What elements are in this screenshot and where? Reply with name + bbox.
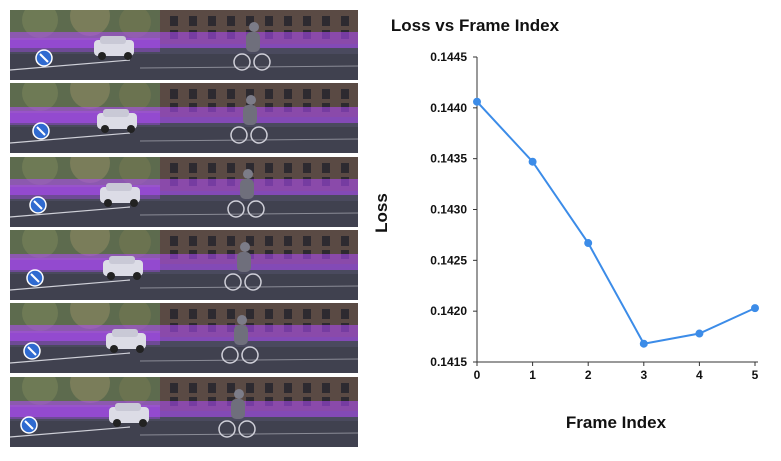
video-frames-strip (10, 10, 358, 447)
x-tick-label: 4 (696, 368, 703, 382)
video-frame (10, 376, 358, 447)
y-tick-label: 0.1420 (430, 304, 467, 318)
street-scene (10, 376, 358, 447)
loss-chart: Loss vs Frame Index 0.14150.14200.14250.… (372, 16, 759, 432)
video-frame (10, 303, 358, 374)
street-scene (10, 156, 358, 227)
x-tick-label: 2 (585, 368, 592, 382)
video-frame (10, 229, 358, 300)
y-axis-label: Loss (372, 193, 391, 233)
series-line (476, 101, 756, 345)
x-tick-label: 1 (529, 368, 536, 382)
data-point (473, 97, 481, 106)
y-tick-label: 0.1430 (430, 203, 467, 217)
pedestrian-arrow-sign-icon (35, 49, 53, 67)
y-tick-label: 0.1425 (430, 253, 467, 267)
street-scene (10, 229, 358, 300)
y-tick-label: 0.1440 (430, 101, 467, 115)
x-tick-label: 0 (474, 368, 481, 382)
x-tick-label: 5 (752, 368, 759, 382)
y-tick-label: 0.1435 (430, 152, 467, 166)
video-frame (10, 83, 358, 154)
data-point (528, 157, 537, 166)
street-scene (10, 303, 358, 374)
y-tick-label: 0.1415 (430, 355, 467, 369)
data-point (695, 329, 704, 338)
video-frame (10, 10, 358, 80)
video-frame (10, 156, 358, 227)
x-axis-label: Frame Index (566, 413, 667, 432)
pedestrian-arrow-sign-icon (32, 122, 50, 141)
pedestrian-arrow-sign-icon (20, 415, 38, 434)
data-point (639, 339, 648, 348)
loss-series (473, 97, 759, 348)
pedestrian-arrow-sign-icon (23, 342, 41, 360)
pedestrian-arrow-sign-icon (29, 195, 47, 214)
y-tick-label: 0.1445 (430, 50, 467, 64)
x-tick-labels: 0 1 2 3 4 5 (474, 362, 759, 382)
chart-title: Loss vs Frame Index (391, 16, 560, 35)
pedestrian-arrow-sign-icon (26, 269, 44, 287)
street-scene (10, 83, 358, 154)
x-tick-label: 3 (640, 368, 647, 382)
street-scene (10, 10, 358, 80)
data-point (751, 304, 759, 313)
data-point (584, 239, 593, 248)
y-tick-labels: 0.1415 0.1420 0.1425 0.1430 0.1435 0.1440 0.14… (430, 50, 477, 369)
